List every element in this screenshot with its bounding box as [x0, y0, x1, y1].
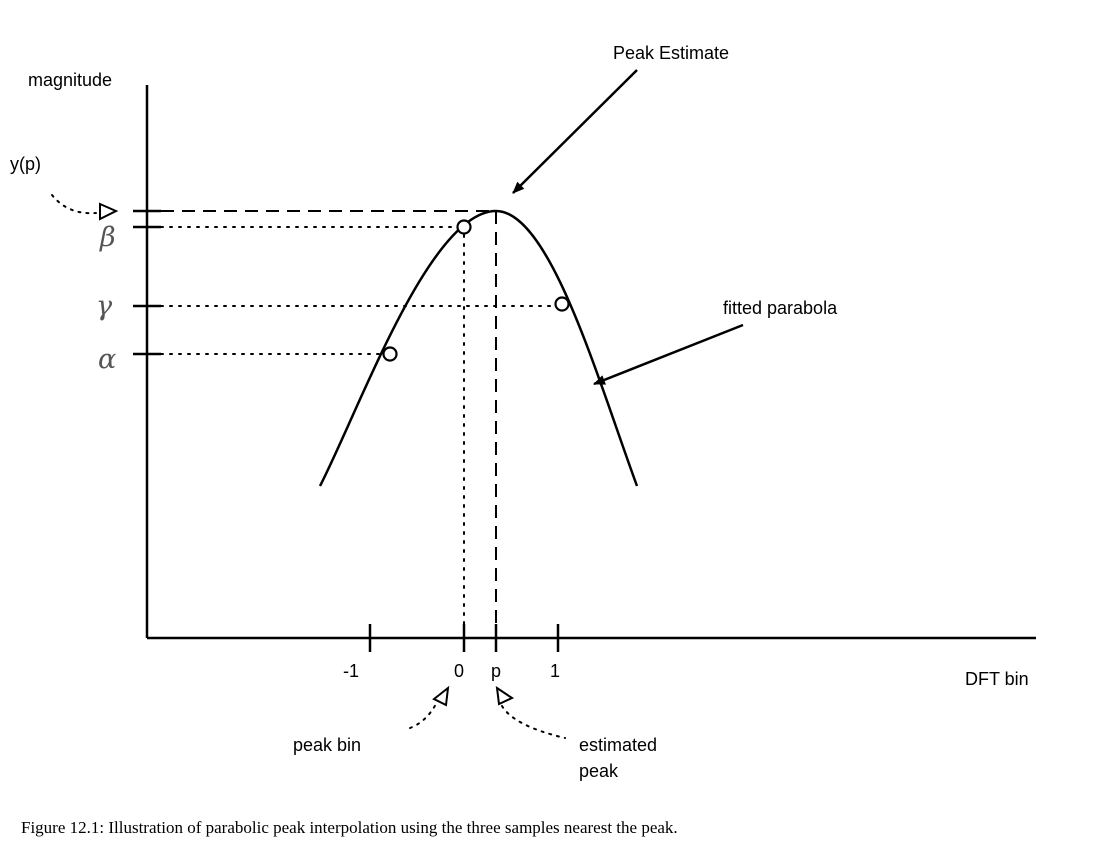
x-tick-label-one: 1	[550, 661, 560, 681]
peak-estimate-arrow	[512, 69, 638, 194]
estimated-peak-label-line1: estimated	[579, 735, 657, 755]
peak-bin-pointer-dotted	[409, 703, 437, 729]
x-tick-label-zero: 0	[454, 661, 464, 681]
sample-point-beta	[456, 219, 472, 235]
beta-label: β	[99, 222, 116, 253]
yp-label: y(p)	[10, 154, 41, 174]
estimated-peak-pointer-arrowhead	[495, 685, 515, 706]
sample-point-alpha	[382, 346, 398, 362]
yp-pointer-dotted	[51, 194, 97, 215]
estimated-peak-label-line2: peak	[579, 761, 619, 781]
x-tick-label-p: p	[491, 661, 501, 681]
x-tick-label-minus-one: -1	[343, 661, 359, 681]
fitted-parabola-label: fitted parabola	[723, 298, 838, 318]
yp-pointer-arrowhead	[99, 202, 119, 221]
estimated-peak-pointer-dotted	[501, 705, 566, 739]
alpha-label: α	[98, 344, 116, 375]
fitted-parabola-curve	[318, 209, 639, 487]
peak-bin-label: peak bin	[293, 735, 361, 755]
peak-estimate-label: Peak Estimate	[613, 43, 729, 63]
fitted-parabola-arrow	[593, 323, 744, 386]
gamma-label: γ	[96, 291, 113, 322]
sample-point-gamma	[554, 296, 570, 312]
x-axis-label: DFT bin	[965, 669, 1029, 689]
y-axis-label: magnitude	[28, 70, 112, 90]
figure-caption: Figure 12.1: Illustration of parabolic p…	[21, 818, 678, 837]
peak-bin-pointer-arrowhead	[432, 685, 450, 707]
